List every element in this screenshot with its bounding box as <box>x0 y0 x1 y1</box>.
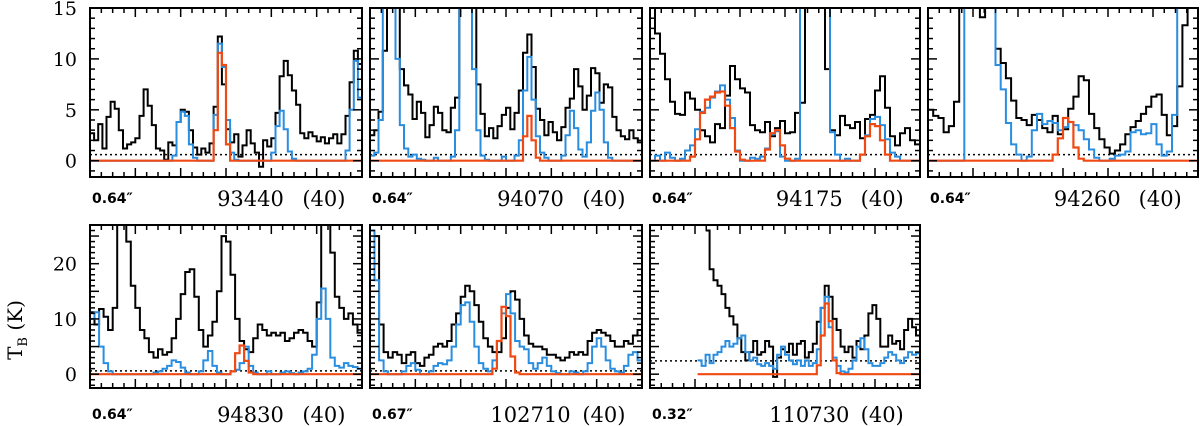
spectrum-panel: 0.32″ 110730 (40) <box>649 224 921 426</box>
velocity-width-label: (40) <box>582 187 625 211</box>
panel-frame <box>927 7 1199 178</box>
spectrum-panel: 0.64″ 94175 (40) <box>649 7 921 211</box>
velocity-width-label: (40) <box>861 187 904 211</box>
line-fit-model <box>650 90 920 162</box>
observed-spectrum-line <box>705 229 920 378</box>
line-fit-model <box>697 302 920 376</box>
spectrum-panel: 0.64″ 94260 (40) <box>927 7 1199 211</box>
full-model-line <box>90 287 362 376</box>
velocity-width-label: (40) <box>302 187 345 211</box>
y-tick-label: 0 <box>65 364 77 386</box>
spectrum-panel: 0.64″ 93440 (40) <box>89 7 363 211</box>
velocity-width-label: (40) <box>302 403 345 426</box>
plot-area <box>370 229 642 376</box>
plot-area <box>370 8 642 162</box>
panel-frame <box>369 7 643 178</box>
plot-area <box>650 8 920 162</box>
full-model-line <box>697 295 920 374</box>
y-tick-label: 5 <box>65 100 77 122</box>
spectrum-panel: 0.64″ 94070 (40) <box>369 7 643 211</box>
beam-size-label: 0.64″ <box>372 191 413 207</box>
frequency-label: 110730 <box>769 403 849 426</box>
beam-size-label: 0.32″ <box>652 407 693 423</box>
line-fit-model <box>370 114 642 162</box>
full-model-line <box>370 8 642 162</box>
frequency-label: 102710 <box>490 403 570 426</box>
line-fit-model <box>370 305 642 376</box>
observed-spectrum-line <box>650 8 920 147</box>
spectrum-panel: 0.64″ 94830 (40) <box>89 224 363 426</box>
beam-size-label: 0.64″ <box>930 191 971 207</box>
line-fit-model <box>90 344 362 376</box>
observed-spectrum-line <box>370 229 642 367</box>
plot-area <box>928 8 1198 162</box>
observed-spectrum-line <box>370 8 642 144</box>
plot-area <box>650 229 920 378</box>
velocity-width-label: (40) <box>582 403 625 426</box>
beam-size-label: 0.64″ <box>92 191 133 207</box>
line-fit-model <box>928 116 1198 162</box>
full-model-line <box>370 229 642 376</box>
y-axis-label: TB (K) <box>3 300 31 360</box>
observed-spectrum-line <box>90 225 362 359</box>
y-tick-label: 0 <box>65 151 77 173</box>
y-tick-label: 15 <box>53 0 77 20</box>
frequency-label: 93440 <box>217 187 284 211</box>
y-tick-label: 10 <box>53 309 77 331</box>
observed-spectrum-line <box>928 8 1198 155</box>
beam-size-label: 0.67″ <box>372 407 413 423</box>
spectrum-panel: 0.67″ 102710 (40) <box>369 224 643 426</box>
frequency-label: 94830 <box>217 403 284 426</box>
velocity-width-label: (40) <box>1139 187 1182 211</box>
beam-size-label: 0.64″ <box>652 191 693 207</box>
frequency-label: 94260 <box>1054 187 1121 211</box>
frequency-label: 94070 <box>497 187 564 211</box>
line-fit-model <box>90 51 362 162</box>
frequency-label: 94175 <box>776 187 843 211</box>
plot-area <box>90 225 362 376</box>
velocity-width-label: (40) <box>861 403 904 426</box>
plot-area <box>90 35 362 168</box>
beam-size-label: 0.64″ <box>92 407 133 423</box>
y-tick-label: 10 <box>53 49 77 71</box>
y-tick-label: 20 <box>53 254 77 276</box>
